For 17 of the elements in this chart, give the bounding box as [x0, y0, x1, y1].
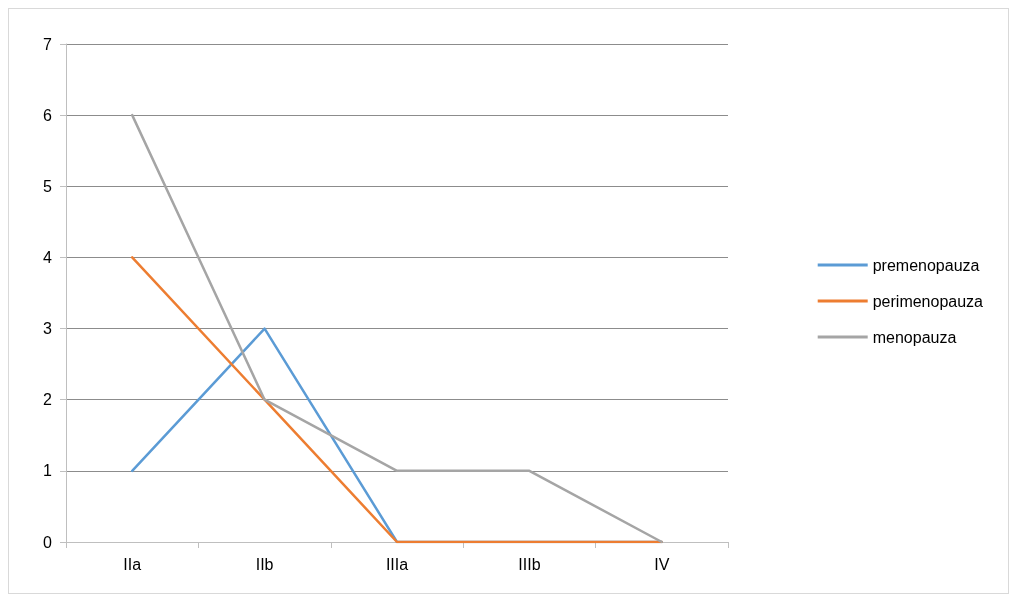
- y-tick-label: 5: [43, 177, 53, 195]
- x-tick-label: IIIb: [518, 555, 541, 573]
- legend-label: menopauza: [872, 328, 957, 346]
- y-tick-label: 3: [43, 320, 53, 338]
- y-tick-label: 6: [43, 106, 53, 124]
- x-tick-label: IIIa: [385, 555, 409, 573]
- x-tick-label: IV: [654, 555, 670, 573]
- y-tick-label: 1: [43, 462, 53, 480]
- y-tick-label: 2: [43, 391, 53, 409]
- legend-label: perimenopauza: [872, 292, 984, 310]
- legend-label: premenopauza: [872, 256, 980, 274]
- line-series: [130, 113, 664, 544]
- x-tick-label: IIb: [255, 555, 274, 573]
- x-tick-label: IIa: [123, 555, 142, 573]
- y-tick-label: 4: [43, 248, 53, 266]
- y-tick-label: 0: [43, 533, 53, 551]
- y-tick-label: 7: [43, 35, 53, 53]
